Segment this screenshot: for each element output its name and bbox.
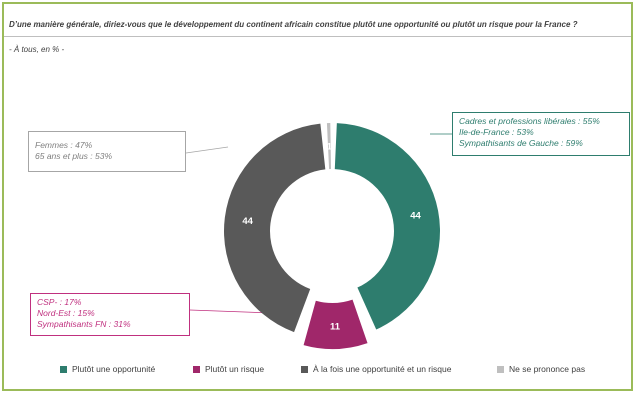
legend-item-nsp: Ne se prononce pas <box>497 364 585 374</box>
chart-legend: Plutôt une opportunité Plutôt un risque … <box>0 364 637 378</box>
chart-frame <box>2 2 633 391</box>
callout-ala-fois-line-1: Femmes : 47% <box>35 140 93 150</box>
callout-opportunite: Cadres et professions libérales : 55% Il… <box>452 112 630 156</box>
legend-item-opportunite: Plutôt une opportunité <box>60 364 155 374</box>
legend-label-opportunite: Plutôt une opportunité <box>72 364 156 374</box>
donut-slices <box>224 123 440 349</box>
callout-opportunite-line-1: Cadres et professions libérales : 55% <box>459 116 600 126</box>
legend-label-risque: Plutôt un risque <box>205 364 265 374</box>
slice-ala-fois <box>224 123 326 333</box>
legend-swatch-risque <box>193 366 200 373</box>
legend-item-risque: Plutôt un risque <box>193 364 264 374</box>
base-note: - À tous, en % - <box>9 45 65 54</box>
slice-nsp <box>326 123 332 170</box>
legend-swatch-nsp <box>497 366 504 373</box>
slice-label-risque: 11 <box>330 321 341 332</box>
slice-risque <box>303 299 368 349</box>
donut-labels: 44 11 44 1 <box>242 142 421 333</box>
callout-opportunite-line-2: Ile-de-France : 53% <box>459 127 534 137</box>
legend-label-nsp: Ne se prononce pas <box>509 364 586 374</box>
slice-label-ala-fois: 44 <box>242 216 253 227</box>
callout-ala-fois: Femmes : 47% 65 ans et plus : 53% <box>28 131 186 172</box>
legend-swatch-ala-fois <box>301 366 308 373</box>
callout-opportunite-line-3: Sympathisants de Gauche : 59% <box>459 138 583 148</box>
slice-label-nsp: 1 <box>327 142 333 153</box>
slice-opportunite <box>334 123 440 330</box>
question-text: D’une manière générale, diriez-vous que … <box>9 20 578 29</box>
connector-ala-fois <box>185 146 229 154</box>
legend-swatch-opportunite <box>60 366 67 373</box>
title-divider <box>4 36 631 37</box>
legend-item-ala-fois: À la fois une opportunité et un risque <box>301 364 451 374</box>
callout-risque-line-3: Sympathisants FN : 31% <box>37 319 131 329</box>
legend-label-ala-fois: À la fois une opportunité et un risque <box>313 364 452 374</box>
callout-risque: CSP- : 17% Nord-Est : 15% Sympathisants … <box>30 293 190 336</box>
callout-risque-line-1: CSP- : 17% <box>37 297 82 307</box>
slice-label-opportunite: 44 <box>410 211 421 222</box>
callout-ala-fois-line-2: 65 ans et plus : 53% <box>35 151 113 161</box>
callout-risque-line-2: Nord-Est : 15% <box>37 308 95 318</box>
